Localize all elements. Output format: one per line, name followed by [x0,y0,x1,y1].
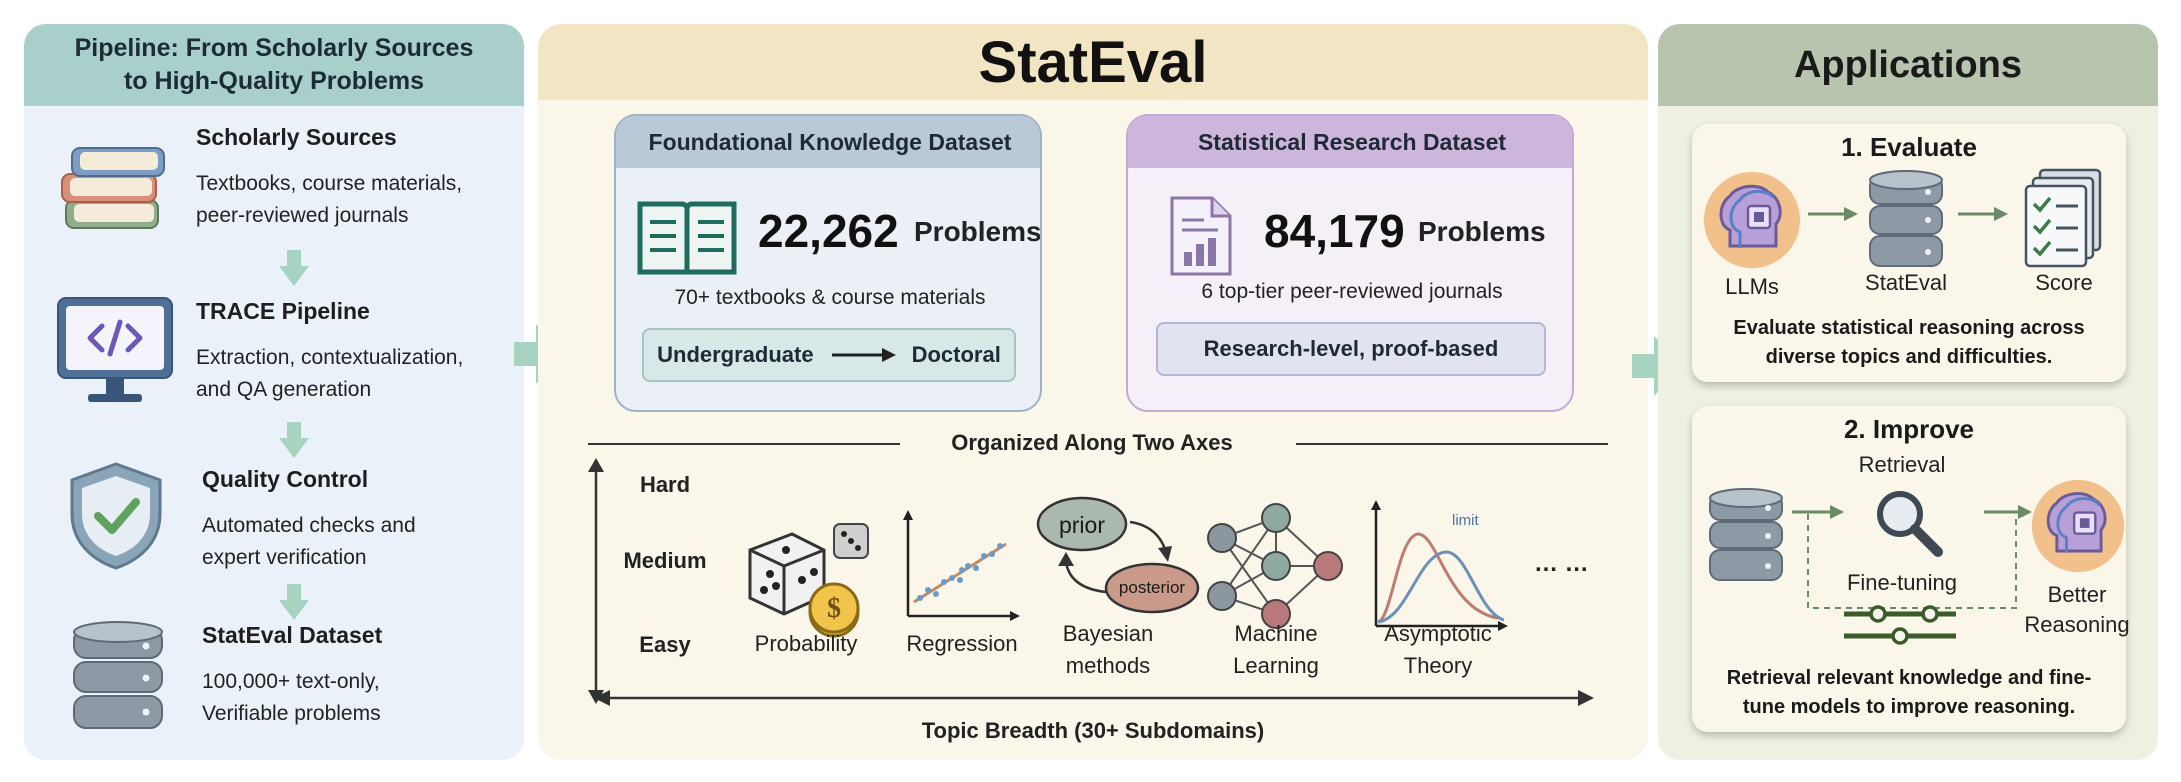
improve-card: 2. Improve Retrieval Fine-tuning [1692,406,2130,732]
pipeline-panel: Pipeline: From Scholarly Sources to High… [24,24,524,760]
stateval-panel: StatEval Foundational Knowledge Dataset … [538,24,1648,760]
research-level-pill: Research-level, proof-based [1156,322,1546,376]
level-to: Doctoral [911,342,1001,367]
step-desc: expert verification [202,546,367,569]
step-desc: Verifiable problems [202,702,381,725]
research-source: 6 top-tier peer-reviewed journals [1201,280,1503,303]
right-arrow-icon [831,348,896,362]
topic-label: Probability [754,631,858,656]
dice-coins-icon: $ [748,523,869,638]
improve-desc-line1: Retrieval relevant knowledge and fine- [1726,667,2092,689]
step-title: StatEval Dataset [202,622,383,648]
report-document-icon [1170,196,1232,276]
open-book-icon [637,201,737,275]
topic-label: Theory [1403,653,1473,678]
research-unit: Problems [1418,216,1546,247]
bayesian-icon [1036,496,1200,614]
topic-label: Regression [906,631,1018,656]
research-title: Statistical Research Dataset [1128,116,1572,168]
topic-label: methods [1065,653,1151,678]
posterior-label: posterior [1118,578,1186,597]
difficulty-easy: Easy [639,632,691,657]
step-desc: Textbooks, course materials, [196,172,463,195]
down-arrow-icon [279,584,309,620]
research-count: 84,179 [1264,205,1405,257]
difficulty-medium: Medium [623,548,707,573]
stateval-label: StatEval [1865,270,1947,295]
better-label: Better [2047,582,2107,607]
regression-chart-icon [903,510,1020,621]
right-arrow-icon [1958,207,2008,221]
difficulty-hard: Hard [639,472,691,497]
pipeline-title-line2: to High-Quality Problems [123,67,424,95]
database-icon [73,621,163,729]
limit-label: limit [1452,512,1479,529]
difficulty-axis [588,458,604,704]
evaluate-desc-line2: diverse topics and difficulties. [1765,346,2053,368]
improve-flow-arrows [1792,505,2032,609]
applications-title: Applications [1658,24,2158,106]
neural-network-icon [1207,503,1343,629]
applications-panel: Applications 1. Evaluate LLMs StatEval [1658,24,2158,760]
step-desc: Automated checks and [202,514,416,537]
asymptotic-curve-icon [1371,500,1508,631]
evaluate-card: 1. Evaluate LLMs StatEval [1692,124,2126,382]
finetuning-label: Fine-tuning [1846,570,1958,595]
topic-label: Machine [1234,621,1318,646]
improve-title: 2. Improve [1843,414,1975,444]
stateval-title: StatEval [538,24,1648,100]
reasoning-label: Reasoning [2024,612,2130,637]
more-topics-ellipsis: … … [1534,550,1589,577]
books-icon [61,147,165,229]
database-icon [1869,170,1943,267]
topic-label: Bayesian [1062,621,1154,646]
step-desc: Extraction, contextualization, [196,346,464,369]
step-title: TRACE Pipeline [196,298,370,324]
pipeline-header: Pipeline: From Scholarly Sources to High… [24,24,524,106]
llm-brain-icon [2031,479,2125,573]
research-dataset-card: Statistical Research Dataset 84,179 Prob… [1126,114,1574,412]
topic-breadth-label: Topic Breadth (30+ Subdomains) [921,718,1265,743]
prior-label: prior [1058,512,1105,538]
flow-arrow-icon [1632,336,1682,396]
step-title: Quality Control [202,466,369,492]
divider-line [588,443,900,445]
llms-label: LLMs [1725,274,1779,299]
score-checklist-icon [2024,168,2102,268]
topic-label: Learning [1233,653,1319,678]
level-range-pill: Undergraduate Doctoral [642,328,1016,382]
step-desc: peer-reviewed journals [196,204,409,227]
foundational-dataset-card: Foundational Knowledge Dataset 22,262 Pr… [614,114,1042,412]
svg-text:$: $ [827,593,841,624]
step-title: Scholarly Sources [196,124,397,150]
level-from: Undergraduate [657,342,814,367]
topic-breadth-axis [594,690,1594,706]
divider-line [1296,443,1608,445]
score-label: Score [2035,270,2093,295]
foundational-count: 22,262 [758,205,899,257]
improve-desc-line2: tune models to improve reasoning. [1742,696,2076,718]
shield-check-icon [70,462,162,570]
evaluate-title: 1. Evaluate [1841,132,1977,162]
axes-title: Organized Along Two Axes [951,430,1233,455]
retrieval-label: Retrieval [1858,452,1946,477]
down-arrow-icon [279,250,309,286]
database-icon [1709,488,1783,581]
topic-label: Asymptotic [1384,621,1492,646]
pipeline-title-line1: Pipeline: From Scholarly Sources [74,34,474,62]
foundational-source: 70+ textbooks & course materials [674,286,986,309]
sliders-icon [1844,605,1956,645]
llm-brain-icon [1704,172,1800,268]
evaluate-desc-line1: Evaluate statistical reasoning across [1733,317,2085,339]
foundational-unit: Problems [914,216,1042,247]
down-arrow-icon [279,422,309,458]
right-arrow-icon [1808,207,1858,221]
foundational-title: Foundational Knowledge Dataset [616,116,1040,168]
step-desc: 100,000+ text-only, [202,670,380,693]
code-monitor-icon [57,297,173,402]
magnifier-icon [1877,491,1943,557]
step-desc: and QA generation [196,378,372,401]
